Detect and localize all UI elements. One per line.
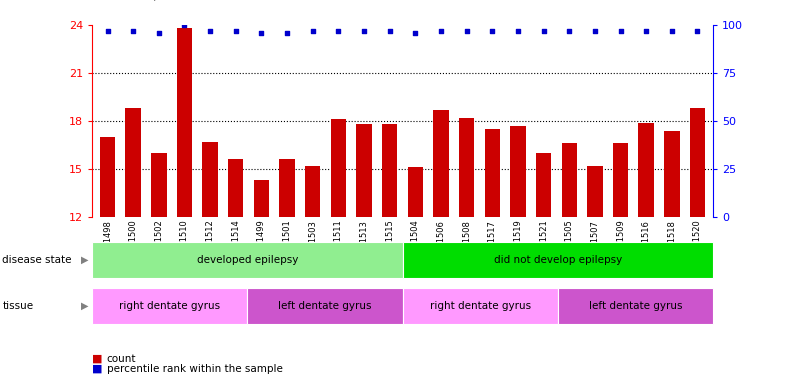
Point [640,28,653,34]
Bar [151,153,167,217]
Text: GDS3988 / 51018: GDS3988 / 51018 [84,0,207,2]
Bar [228,159,244,217]
Point [152,30,165,36]
Bar [638,122,654,217]
Text: ▶: ▶ [81,301,88,311]
Bar [203,142,218,217]
Bar [690,108,705,217]
Text: ■: ■ [92,354,103,364]
Point [101,28,114,34]
Point [614,28,627,34]
Bar [356,124,372,217]
Bar [459,118,474,217]
Bar [100,137,115,217]
Bar [126,108,141,217]
Point [461,28,473,34]
Bar [485,129,500,217]
Bar [305,166,320,217]
Point [537,28,550,34]
Point [255,30,268,36]
Point [383,28,396,34]
Point [512,28,525,34]
Text: ▶: ▶ [81,255,88,265]
Bar [664,131,679,217]
Bar [331,119,346,217]
Point [435,28,448,34]
Text: developed epilepsy: developed epilepsy [196,255,298,265]
Point [127,28,139,34]
Text: right dentate gyrus: right dentate gyrus [429,301,530,311]
Point [280,30,293,36]
Bar [382,124,397,217]
Point [357,28,370,34]
Point [666,28,678,34]
Bar [408,167,423,217]
Text: left dentate gyrus: left dentate gyrus [589,301,682,311]
Bar [587,166,602,217]
Bar [613,143,628,217]
Text: right dentate gyrus: right dentate gyrus [119,301,220,311]
Text: did not develop epilepsy: did not develop epilepsy [493,255,622,265]
Point [229,28,242,34]
Bar [177,28,192,217]
Point [203,28,216,34]
Point [178,22,191,28]
Bar [562,143,577,217]
Bar [280,159,295,217]
Point [409,30,422,36]
Text: percentile rank within the sample: percentile rank within the sample [107,364,283,374]
Text: disease state: disease state [2,255,72,265]
Point [589,28,602,34]
Bar [510,126,525,217]
Point [563,28,576,34]
Point [332,28,344,34]
Text: tissue: tissue [2,301,34,311]
Point [691,28,704,34]
Bar [433,110,449,217]
Bar [536,153,551,217]
Point [486,28,499,34]
Text: ■: ■ [92,364,103,374]
Bar [254,180,269,217]
Point [306,28,319,34]
Text: left dentate gyrus: left dentate gyrus [278,301,372,311]
Text: count: count [107,354,136,364]
